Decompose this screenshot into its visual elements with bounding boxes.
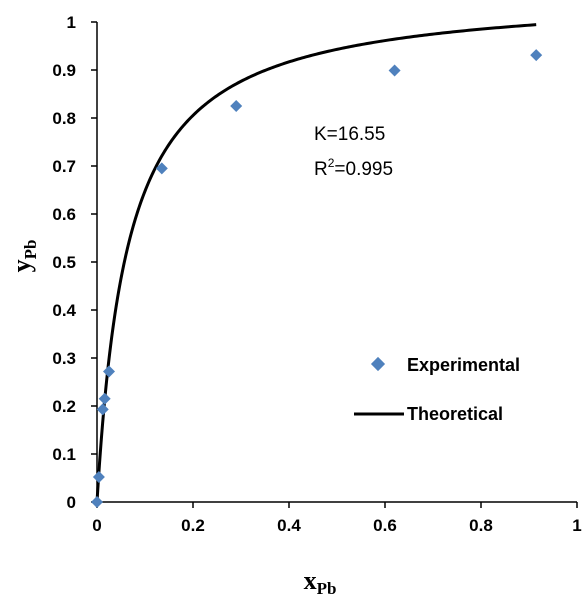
annotation-r2-prefix: R <box>314 159 328 180</box>
x-axis-title-main: x <box>304 566 317 594</box>
x-axis-title: xPb <box>304 566 337 594</box>
y-tick-label: 0.2 <box>52 397 76 416</box>
y-tick-label: 0 <box>67 493 76 512</box>
y-ticks: 0 0.1 0.2 0.3 0.4 0.5 0.6 0.7 0.8 0.9 1 <box>52 13 97 512</box>
annotation-k: K=16.55 <box>314 124 385 145</box>
x-axis-title-sub: Pb <box>317 579 337 594</box>
y-tick-label: 0.1 <box>52 445 76 464</box>
x-tick-label: 0.2 <box>181 516 205 535</box>
experimental-point <box>103 365 115 378</box>
fit-annotation: K=16.55 R2=0.995 <box>314 124 393 180</box>
experimental-markers <box>91 49 543 508</box>
x-tick-label: 0.8 <box>469 516 493 535</box>
y-tick-label: 0.7 <box>52 157 76 176</box>
y-axis-title-sub: Pb <box>21 240 40 260</box>
annotation-r2-sup: 2 <box>328 156 335 170</box>
y-tick-label: 0.8 <box>52 109 76 128</box>
plot-area: 0 0.2 0.4 0.6 0.8 1 0 0.1 0.2 0.3 0.4 0.5 0.6 0.7 0.8… <box>52 13 581 535</box>
legend: Experimental Theoretical <box>354 355 520 424</box>
experimental-point <box>388 64 401 77</box>
x-tick-label: 0 <box>92 516 101 535</box>
annotation-r2-suffix: =0.995 <box>334 159 393 180</box>
experimental-point <box>155 162 168 175</box>
y-tick-label: 1 <box>67 13 76 32</box>
x-tick-label: 0.6 <box>373 516 397 535</box>
annotation-r2: R2=0.995 <box>314 156 393 180</box>
experimental-point <box>98 392 111 405</box>
y-axis-title-main: y <box>7 259 36 272</box>
legend-marker-experimental <box>370 356 386 372</box>
y-tick-label: 0.6 <box>52 205 76 224</box>
experimental-point <box>91 496 103 508</box>
y-tick-label: 0.9 <box>52 61 76 80</box>
y-tick-label: 0.5 <box>52 253 76 272</box>
experimental-point <box>230 100 243 112</box>
x-ticks: 0 0.2 0.4 0.6 0.8 1 <box>92 502 582 535</box>
y-axis-title: yPb <box>7 240 40 273</box>
legend-label-theoretical: Theoretical <box>407 404 503 424</box>
legend-label-experimental: Experimental <box>407 355 520 375</box>
y-tick-label: 0.4 <box>52 301 76 320</box>
theoretical-curve <box>95 23 537 503</box>
x-tick-label: 1 <box>572 516 581 535</box>
x-tick-label: 0.4 <box>277 516 301 535</box>
y-tick-label: 0.3 <box>52 349 76 368</box>
experimental-point <box>96 403 109 416</box>
experimental-point <box>530 49 543 62</box>
experimental-point <box>92 471 105 484</box>
